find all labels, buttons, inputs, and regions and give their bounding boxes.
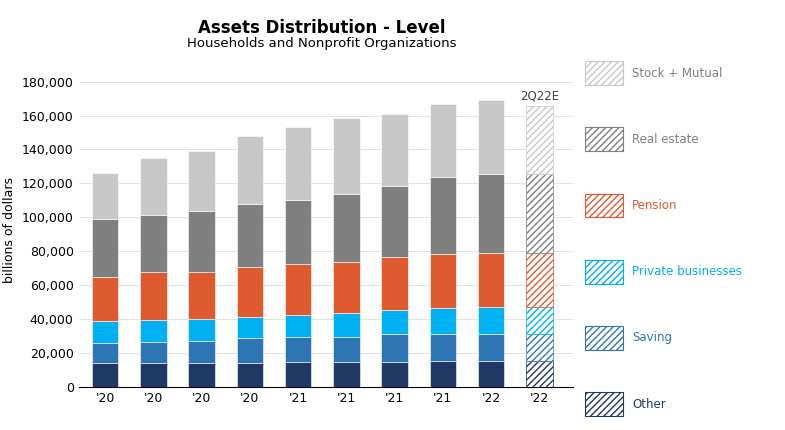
- Bar: [333, 362, 360, 387]
- Bar: [236, 363, 263, 387]
- Bar: [382, 186, 407, 257]
- Bar: [236, 267, 263, 317]
- Bar: [140, 342, 166, 363]
- Bar: [92, 343, 119, 363]
- Bar: [429, 104, 456, 178]
- Bar: [188, 211, 215, 272]
- Bar: [333, 194, 360, 262]
- Text: Private businesses: Private businesses: [632, 265, 742, 278]
- Bar: [140, 363, 166, 387]
- Text: Assets Distribution - Level: Assets Distribution - Level: [198, 19, 446, 37]
- Bar: [285, 337, 312, 362]
- Bar: [526, 361, 553, 387]
- Bar: [285, 264, 312, 315]
- Bar: [478, 334, 504, 361]
- Bar: [188, 319, 215, 341]
- Bar: [526, 106, 553, 174]
- Bar: [140, 273, 166, 320]
- Bar: [526, 174, 553, 253]
- Bar: [526, 334, 553, 361]
- Bar: [429, 308, 456, 334]
- Text: Real estate: Real estate: [632, 133, 699, 146]
- Bar: [382, 362, 407, 387]
- Bar: [382, 114, 407, 186]
- Bar: [92, 321, 119, 343]
- Bar: [140, 320, 166, 342]
- Bar: [92, 363, 119, 387]
- Bar: [236, 317, 263, 338]
- Bar: [478, 253, 504, 307]
- Bar: [236, 204, 263, 267]
- Bar: [333, 118, 360, 194]
- Bar: [92, 173, 119, 219]
- Bar: [188, 363, 215, 387]
- Bar: [478, 307, 504, 334]
- Bar: [285, 362, 312, 387]
- Bar: [382, 335, 407, 362]
- Bar: [285, 315, 312, 337]
- Bar: [429, 178, 456, 254]
- Bar: [429, 254, 456, 308]
- Bar: [333, 262, 360, 313]
- Bar: [92, 277, 119, 321]
- Bar: [285, 127, 312, 200]
- Text: Saving: Saving: [632, 332, 672, 344]
- Bar: [526, 253, 553, 307]
- Bar: [526, 307, 553, 334]
- Bar: [188, 272, 215, 319]
- Y-axis label: billions of dollars: billions of dollars: [3, 177, 16, 283]
- Bar: [429, 361, 456, 387]
- Bar: [333, 313, 360, 337]
- Bar: [478, 100, 504, 174]
- Bar: [236, 338, 263, 363]
- Bar: [478, 361, 504, 387]
- Bar: [478, 174, 504, 253]
- Bar: [382, 257, 407, 310]
- Bar: [188, 341, 215, 363]
- Text: 2Q22E: 2Q22E: [520, 90, 559, 103]
- Bar: [236, 136, 263, 204]
- Bar: [333, 337, 360, 362]
- Bar: [382, 310, 407, 335]
- Bar: [140, 158, 166, 215]
- Bar: [188, 151, 215, 211]
- Bar: [429, 334, 456, 361]
- Bar: [140, 215, 166, 273]
- Text: Stock + Mutual: Stock + Mutual: [632, 67, 722, 80]
- Bar: [92, 219, 119, 277]
- Bar: [285, 200, 312, 264]
- Text: Pension: Pension: [632, 199, 677, 212]
- Text: Households and Nonprofit Organizations: Households and Nonprofit Organizations: [187, 37, 457, 49]
- Text: Other: Other: [632, 398, 666, 411]
